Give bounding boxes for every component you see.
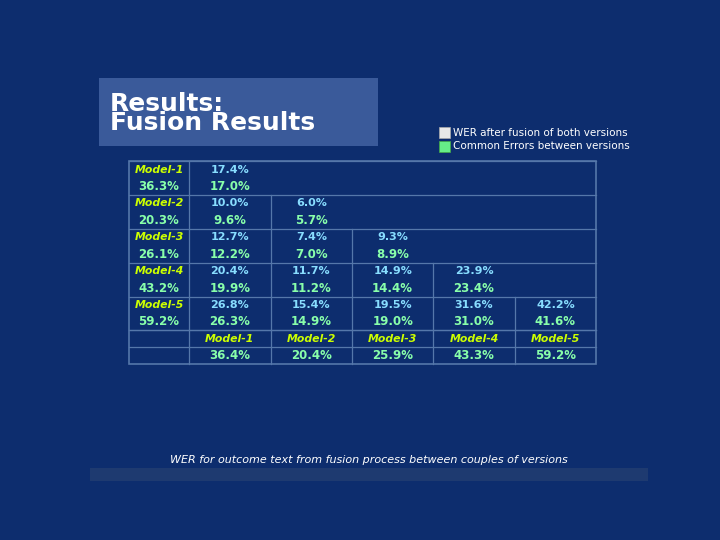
Text: Model-2: Model-2 — [287, 334, 336, 344]
Text: 5.7%: 5.7% — [295, 214, 328, 227]
Text: Model-5: Model-5 — [135, 300, 184, 310]
Text: 11.7%: 11.7% — [292, 266, 330, 276]
Text: 43.2%: 43.2% — [138, 281, 179, 295]
Text: Model-2: Model-2 — [135, 198, 184, 208]
Text: Model-3: Model-3 — [135, 232, 184, 242]
Text: 19.5%: 19.5% — [374, 300, 412, 310]
Text: 7.4%: 7.4% — [296, 232, 327, 242]
Text: 23.4%: 23.4% — [454, 281, 495, 295]
Text: 10.0%: 10.0% — [211, 198, 249, 208]
Text: 36.4%: 36.4% — [210, 349, 251, 362]
Text: 31.6%: 31.6% — [455, 300, 493, 310]
Text: 23.9%: 23.9% — [455, 266, 493, 276]
Text: WER for outcome text from fusion process between couples of versions: WER for outcome text from fusion process… — [170, 455, 568, 465]
Bar — [90, 468, 648, 481]
Text: 6.0%: 6.0% — [296, 198, 327, 208]
Text: 12.7%: 12.7% — [210, 232, 249, 242]
Text: 59.2%: 59.2% — [535, 349, 576, 362]
Text: 25.9%: 25.9% — [372, 349, 413, 362]
Text: 26.3%: 26.3% — [210, 315, 251, 328]
Text: Results:: Results: — [110, 92, 224, 116]
Text: 20.3%: 20.3% — [139, 214, 179, 227]
Text: 20.4%: 20.4% — [210, 266, 249, 276]
Text: Fusion Results: Fusion Results — [110, 111, 315, 135]
Text: 20.4%: 20.4% — [291, 349, 332, 362]
Text: Model-4: Model-4 — [449, 334, 499, 344]
Text: 9.3%: 9.3% — [377, 232, 408, 242]
Bar — [438, 141, 449, 152]
Text: 19.0%: 19.0% — [372, 315, 413, 328]
Text: 14.9%: 14.9% — [373, 266, 412, 276]
Text: 11.2%: 11.2% — [291, 281, 332, 295]
Text: Model-1: Model-1 — [205, 334, 255, 344]
Text: 42.2%: 42.2% — [536, 300, 575, 310]
Text: 8.9%: 8.9% — [376, 248, 409, 261]
Text: 17.4%: 17.4% — [210, 165, 249, 174]
Text: 17.0%: 17.0% — [210, 180, 251, 193]
Text: 14.4%: 14.4% — [372, 281, 413, 295]
Text: 26.8%: 26.8% — [210, 300, 249, 310]
Text: Model-3: Model-3 — [368, 334, 418, 344]
Text: 15.4%: 15.4% — [292, 300, 330, 310]
Text: 59.2%: 59.2% — [138, 315, 179, 328]
Bar — [438, 127, 449, 138]
Text: Model-1: Model-1 — [135, 165, 184, 174]
Text: 26.1%: 26.1% — [138, 248, 179, 261]
Bar — [99, 78, 378, 146]
Text: 43.3%: 43.3% — [454, 349, 495, 362]
Text: Common Errors between versions: Common Errors between versions — [454, 141, 630, 151]
Text: 7.0%: 7.0% — [295, 248, 328, 261]
Text: WER after fusion of both versions: WER after fusion of both versions — [454, 127, 628, 138]
Text: Model-5: Model-5 — [531, 334, 580, 344]
Text: 41.6%: 41.6% — [535, 315, 576, 328]
Text: 14.9%: 14.9% — [291, 315, 332, 328]
Text: 12.2%: 12.2% — [210, 248, 251, 261]
Bar — [129, 161, 596, 364]
Text: Model-4: Model-4 — [135, 266, 184, 276]
Text: 36.3%: 36.3% — [138, 180, 179, 193]
Text: 9.6%: 9.6% — [213, 214, 246, 227]
Text: 31.0%: 31.0% — [454, 315, 495, 328]
Text: 19.9%: 19.9% — [210, 281, 251, 295]
